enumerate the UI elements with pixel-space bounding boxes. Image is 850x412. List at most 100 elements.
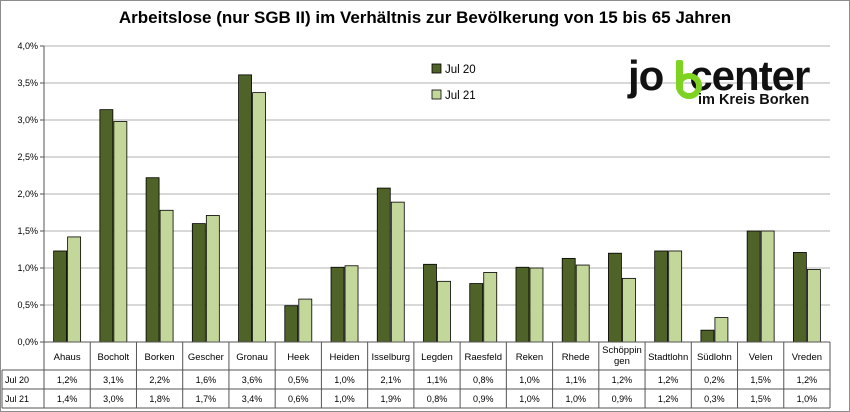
bar-jul-20 [608, 252, 622, 343]
bar-jul-20 [746, 230, 761, 343]
data-label: 1,6% [196, 375, 217, 385]
data-label: 0,3% [704, 394, 725, 404]
category-label: Gronau [236, 352, 268, 363]
category-label: Velen [749, 352, 773, 363]
y-tick-label: 2,5% [17, 152, 38, 162]
jobcenter-logo: jo center im Kreis Borken [628, 52, 828, 114]
bar-jul-20 [469, 283, 484, 343]
bar-jul-21 [252, 92, 266, 343]
bar-jul-21 [437, 280, 451, 343]
data-label: 2,1% [381, 375, 402, 385]
bar-jul-20 [238, 74, 252, 343]
y-tick-label: 3,5% [17, 78, 38, 88]
category-label: Isselburg [371, 352, 410, 363]
bar-jul-20 [515, 266, 530, 343]
y-tick-label: 2,0% [17, 189, 38, 199]
logo-b-mark-icon [676, 60, 702, 99]
category-label: Bocholt [98, 352, 130, 363]
y-tick-label: 4,0% [17, 41, 38, 51]
bar-jul-20 [191, 223, 206, 343]
logo-text-center: center [689, 52, 810, 99]
bar-jul-20 [792, 252, 807, 343]
data-label: 0,9% [473, 394, 494, 404]
data-label: 1,2% [57, 375, 78, 385]
bar-jul-21 [159, 209, 174, 343]
y-tick-label: 1,0% [17, 263, 38, 273]
logo-text-jo: jo [628, 52, 664, 99]
bar-jul-20 [53, 250, 68, 343]
bar-jul-21 [806, 269, 821, 343]
bar-jul-20 [561, 257, 576, 343]
bar-jul-20 [284, 305, 299, 343]
category-label: Südlohn [697, 352, 732, 363]
data-label: 0,8% [427, 394, 448, 404]
bar-jul-21 [344, 265, 359, 343]
data-label: 1,0% [334, 375, 355, 385]
y-tick-label: 1,5% [17, 226, 38, 236]
category-label: Heiden [329, 352, 359, 363]
bar-jul-21 [67, 236, 82, 343]
bar-jul-20 [330, 266, 345, 343]
y-tick-label: 3,0% [17, 115, 38, 125]
data-label: 1,0% [797, 394, 818, 404]
table-series-name: Jul 21 [5, 394, 29, 404]
bar-jul-21 [575, 264, 590, 343]
table-series-name: Jul 20 [5, 375, 29, 385]
legend-swatch [431, 89, 442, 100]
data-label: 3,1% [103, 375, 124, 385]
data-label: 1,2% [612, 375, 633, 385]
data-label: 1,4% [57, 394, 78, 404]
category-label: Reken [516, 352, 543, 363]
category-label: Heek [287, 352, 309, 363]
bar-jul-20 [700, 329, 715, 343]
bar-jul-20 [145, 177, 160, 343]
category-label: Gescher [188, 352, 224, 363]
chart-title: Arbeitslose (nur SGB II) im Verhältnis z… [118, 8, 732, 27]
data-label: 0,9% [612, 394, 633, 404]
logo-subtitle: im Kreis Borken [698, 92, 810, 108]
data-label: 1,1% [427, 375, 448, 385]
data-label: 3,4% [242, 394, 263, 404]
bar-jul-20 [423, 263, 437, 343]
data-label: 1,8% [149, 394, 170, 404]
category-label: Raesfeld [464, 352, 502, 363]
data-label: 0,8% [473, 375, 494, 385]
data-label: 1,2% [658, 375, 679, 385]
data-label: 1,5% [750, 375, 771, 385]
data-label: 1,0% [334, 394, 355, 404]
bar-jul-21 [205, 215, 220, 343]
bar-jul-21 [390, 201, 405, 343]
bar-jul-21 [622, 277, 636, 343]
category-label: Borken [145, 352, 175, 363]
data-label: 1,9% [381, 394, 402, 404]
category-label: Ahaus [54, 352, 81, 363]
category-label: Schöppin [602, 345, 642, 356]
data-label: 1,0% [519, 375, 540, 385]
category-label: Stadtlohn [648, 352, 688, 363]
data-label: 0,2% [704, 375, 725, 385]
bar-jul-21 [113, 121, 128, 343]
data-label: 1,0% [519, 394, 540, 404]
logo-wordmark: jo center [628, 52, 810, 100]
bar-jul-21 [714, 317, 729, 343]
legend-swatch [431, 63, 442, 74]
bar-jul-21 [529, 267, 544, 343]
category-label: gen [614, 356, 630, 367]
data-label: 1,7% [196, 394, 217, 404]
bar-jul-21 [298, 298, 313, 343]
category-label: Vreden [792, 352, 822, 363]
data-label: 3,6% [242, 375, 263, 385]
legend-label: Jul 21 [445, 90, 476, 102]
bar-jul-21 [760, 230, 775, 343]
bar-jul-20 [654, 250, 669, 343]
data-label: 0,6% [288, 394, 309, 404]
data-label: 2,2% [149, 375, 170, 385]
bar-jul-20 [99, 109, 114, 343]
y-tick-label: 0,5% [17, 300, 38, 310]
data-label: 1,0% [565, 394, 586, 404]
bar-jul-20 [376, 187, 391, 343]
category-label: Legden [421, 352, 453, 363]
data-label: 0,5% [288, 375, 309, 385]
data-label: 1,2% [797, 375, 818, 385]
data-label: 1,1% [565, 375, 586, 385]
